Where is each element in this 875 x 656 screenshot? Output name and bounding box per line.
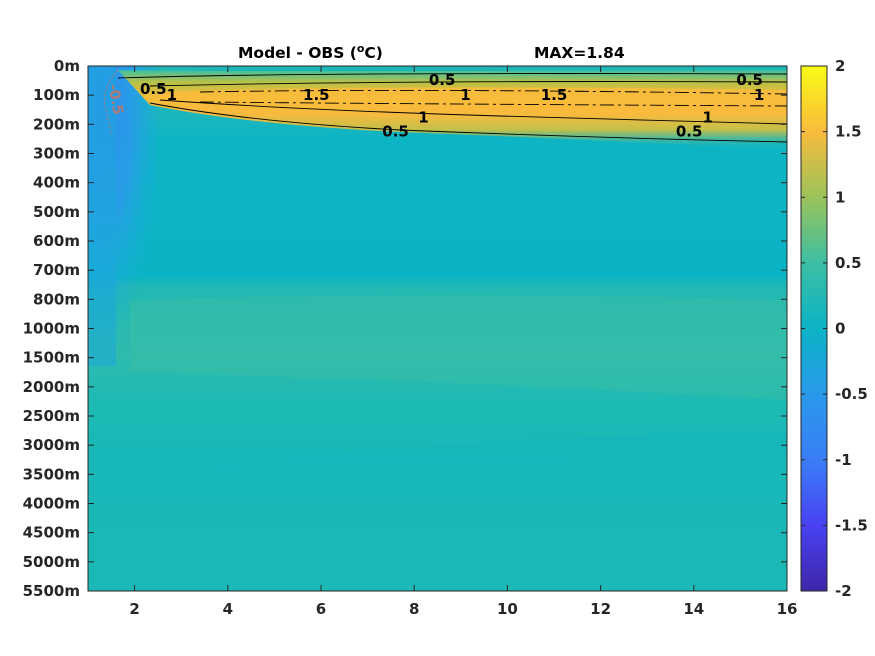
y-tick-label: 400m	[33, 174, 80, 192]
contour-label: 1	[167, 86, 177, 104]
x-tick-label: 16	[777, 600, 798, 618]
y-tick-label: 0m	[54, 57, 80, 75]
y-tick-label: 200m	[33, 115, 80, 133]
colorbar-tick-label: -1.5	[835, 516, 868, 534]
y-tick-label: 300m	[33, 145, 80, 163]
x-tick-label: 6	[316, 600, 326, 618]
y-tick-label: 2000m	[23, 378, 80, 396]
y-tick-label: 2500m	[23, 407, 80, 425]
contour-label: 0.5	[140, 80, 167, 98]
colorbar-tick-label: -1	[835, 451, 852, 469]
x-tick-label: 14	[683, 600, 704, 618]
y-tick-label: 700m	[33, 261, 80, 279]
x-tick-label: 12	[590, 600, 611, 618]
field-background	[88, 66, 787, 591]
contour-label: 0.5	[382, 122, 409, 140]
x-tick-label: 10	[497, 600, 518, 618]
title-degree-sup: o	[357, 42, 365, 55]
x-axis: 2 4 6 8 10 12 14 16	[129, 66, 797, 618]
colorbar-tick-label: -2	[835, 582, 852, 600]
y-tick-label: 100m	[33, 86, 80, 104]
colorbar-tick-label: 1.5	[835, 123, 862, 141]
contour-label-negative: -0.5	[105, 83, 126, 116]
y-tick-label: 4500m	[23, 524, 80, 542]
cold-strip	[88, 66, 116, 366]
contour-label: 1	[754, 86, 764, 104]
colorbar-tick-label: 1	[835, 188, 845, 206]
contour-lines	[117, 73, 787, 143]
y-tick-label: 1000m	[23, 320, 80, 338]
title-unit-tail: C)	[364, 44, 382, 62]
contour-label: 0.5	[429, 71, 456, 89]
contour-1-5	[199, 89, 787, 107]
y-tick-label: 5000m	[23, 553, 80, 571]
contour-label: 0.5	[736, 71, 763, 89]
y-tick-label: 600m	[33, 232, 80, 250]
warm-core	[160, 87, 787, 114]
contour-label: 1.5	[541, 86, 568, 104]
y-tick-label: 3500m	[23, 465, 80, 483]
max-label: MAX=1.84	[534, 44, 625, 62]
y-tick-label: 800m	[33, 290, 80, 308]
x-tick-label: 4	[223, 600, 233, 618]
contour-label: 1	[418, 108, 428, 126]
y-tick-label: 1500m	[23, 349, 80, 367]
x-tick-label: 8	[409, 600, 419, 618]
colorbar: 2 1.5 1 0.5 0 -0.5 -1 -1.5 -2	[800, 57, 868, 600]
contour-neg-0-5	[104, 69, 119, 136]
contour-0-5-top	[117, 73, 787, 79]
y-tick-label: 500m	[33, 203, 80, 221]
contour-label: 1.5	[303, 86, 330, 104]
colorbar-tick-label: 2	[835, 57, 845, 75]
contour-label: 1	[460, 86, 470, 104]
contour-1-top	[149, 81, 787, 87]
deep-wedge	[148, 430, 787, 472]
y-tick-label: 4000m	[23, 495, 80, 513]
contour-label: 1	[703, 108, 713, 126]
mid-depth-band	[130, 295, 787, 400]
contour-0-5-bottom	[149, 102, 787, 143]
colorbar-tick-label: -0.5	[835, 385, 868, 403]
contour-1-bottom	[159, 99, 787, 125]
x-tick-label: 2	[129, 600, 139, 618]
colorbar-tick-label: 0.5	[835, 254, 862, 272]
chart-title: Model - OBS (oC)	[238, 42, 383, 62]
y-tick-label: 3000m	[23, 436, 80, 454]
colorbar-tick-label: 0	[835, 320, 845, 338]
contour-label: 0.5	[676, 122, 703, 140]
y-axis: 0m 100m 200m 300m 400m 500m 600m 700m 800m 1000m 1…	[23, 57, 787, 600]
y-tick-label: 5500m	[23, 582, 80, 600]
